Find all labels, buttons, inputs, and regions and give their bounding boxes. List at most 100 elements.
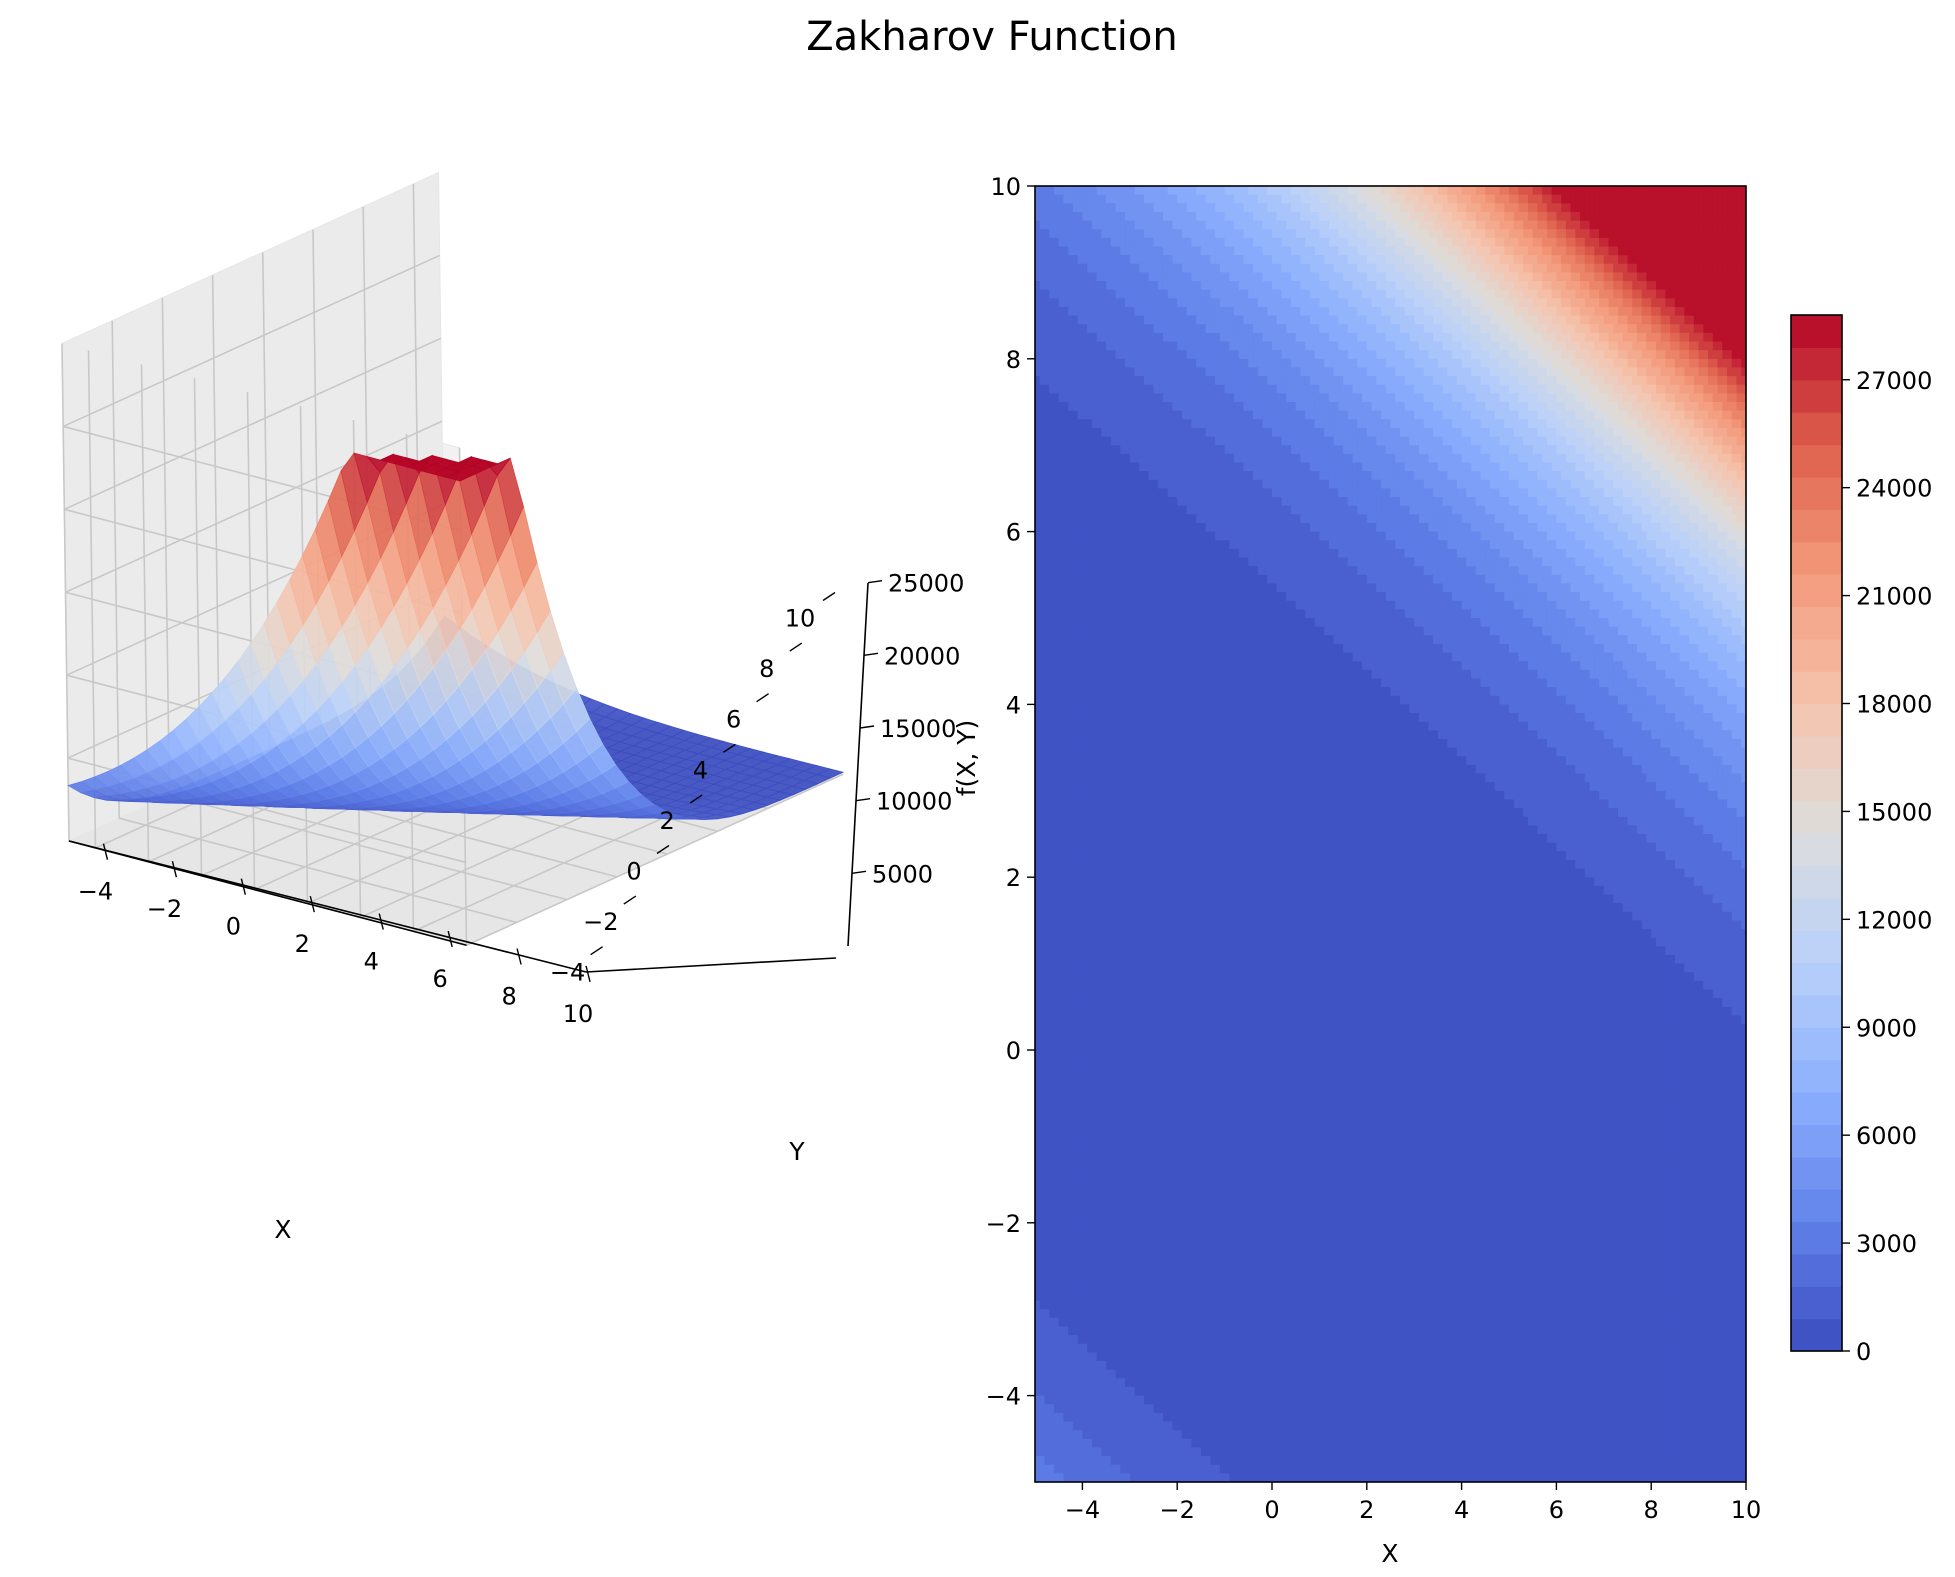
- contour-cell: [1154, 1318, 1159, 1327]
- contour-cell: [1139, 186, 1144, 195]
- contour-cell: [1135, 402, 1140, 411]
- contour-cell: [1073, 955, 1078, 964]
- contour-cell: [1078, 730, 1083, 739]
- contour-cell: [1149, 678, 1154, 687]
- contour-cell: [1135, 938, 1140, 947]
- contour-cell: [1054, 1059, 1059, 1068]
- contour-cell: [1111, 454, 1116, 463]
- contour-cell: [1154, 748, 1159, 757]
- contour-cell: [1106, 1188, 1111, 1197]
- contour-cell: [1120, 782, 1125, 791]
- contour-cell: [1054, 393, 1059, 402]
- contour-cell: [1040, 506, 1045, 515]
- contour-cell: [1035, 938, 1040, 947]
- y-tick-label: −4: [550, 959, 585, 987]
- contour-cell: [1101, 1059, 1106, 1068]
- contour-cell: [1158, 912, 1163, 921]
- contour-cell: [1125, 670, 1130, 679]
- contour-cell: [1044, 1275, 1049, 1284]
- contour-cell: [1154, 272, 1159, 281]
- contour-cell: [1149, 1275, 1154, 1284]
- contour-cell: [1139, 1249, 1144, 1258]
- contour-cell: [1149, 523, 1154, 532]
- contour-cell: [1082, 1067, 1087, 1076]
- contour-cell: [1035, 877, 1040, 886]
- contour-cell: [1040, 428, 1045, 437]
- contour-cell: [1054, 583, 1059, 592]
- contour-cell: [1111, 834, 1116, 843]
- contour-cell: [1116, 920, 1121, 929]
- contour-cell: [1158, 929, 1163, 938]
- contour-cell: [1154, 1033, 1159, 1042]
- contour-cell: [1068, 1128, 1073, 1137]
- contour-cell: [1063, 428, 1068, 437]
- contour-cell: [1078, 221, 1083, 230]
- contour-cell: [1092, 687, 1097, 696]
- contour-cell: [1044, 843, 1049, 852]
- contour-cell: [1125, 238, 1130, 247]
- contour-cell: [1078, 1171, 1083, 1180]
- contour-cell: [1035, 644, 1040, 653]
- contour-cell: [1073, 1422, 1078, 1431]
- contour-cell: [1116, 272, 1121, 281]
- contour-cell: [1130, 1430, 1135, 1439]
- contour-cell: [1135, 774, 1140, 783]
- contour-cell: [1144, 1456, 1149, 1465]
- contour-cell: [1059, 618, 1064, 627]
- contour-cell: [1059, 1214, 1064, 1223]
- contour-cell: [1158, 834, 1163, 843]
- contour-cell: [1149, 739, 1154, 748]
- contour-cell: [1111, 678, 1116, 687]
- contour-cell: [1135, 981, 1140, 990]
- contour-cell: [1082, 791, 1087, 800]
- contour-cell: [1040, 558, 1045, 567]
- contour-cell: [1149, 402, 1154, 411]
- contour-cell: [1130, 774, 1135, 783]
- contour-cell: [1154, 627, 1159, 636]
- contour-cell: [1054, 1465, 1059, 1474]
- contour-cell: [1111, 575, 1116, 584]
- contour-cell: [1111, 1378, 1116, 1387]
- contour-cell: [1154, 765, 1159, 774]
- contour-cell: [1125, 264, 1130, 273]
- contour-cell: [1082, 1214, 1087, 1223]
- contour-cell: [1154, 1404, 1159, 1413]
- contour-cell: [1078, 428, 1083, 437]
- contour-cell: [1097, 583, 1102, 592]
- contour-cell: [1087, 523, 1092, 532]
- contour-cell: [1144, 627, 1149, 636]
- contour-cell: [1101, 843, 1106, 852]
- contour-cell: [1068, 1015, 1073, 1024]
- contour-cell: [1120, 454, 1125, 463]
- contour-cell: [1106, 437, 1111, 446]
- contour-cell: [1154, 428, 1159, 437]
- contour-cell: [1106, 1085, 1111, 1094]
- contour-cell: [1063, 653, 1068, 662]
- contour-cell: [1139, 1041, 1144, 1050]
- contour-cell: [1035, 1439, 1040, 1448]
- contour-cell: [1078, 739, 1083, 748]
- contour-cell: [1135, 869, 1140, 878]
- contour-cell: [1139, 1059, 1144, 1068]
- contour-cell: [1139, 627, 1144, 636]
- contour-cell: [1049, 1093, 1054, 1102]
- contour-cell: [1073, 1361, 1078, 1370]
- contour-cell: [1087, 1301, 1092, 1310]
- contour-cell: [1078, 1257, 1083, 1266]
- contour-cell: [1078, 532, 1083, 541]
- contour-cell: [1082, 851, 1087, 860]
- contour-cell: [1068, 1024, 1073, 1033]
- contour-cell: [1120, 1465, 1125, 1474]
- contour-cell: [1106, 411, 1111, 420]
- contour-cell: [1130, 1093, 1135, 1102]
- contour-cell: [1040, 1249, 1045, 1258]
- contour-cell: [1082, 912, 1087, 921]
- contour-cell: [1158, 972, 1163, 981]
- contour-cell: [1040, 903, 1045, 912]
- contour-cell: [1130, 514, 1135, 523]
- contour-cell: [1035, 1465, 1040, 1474]
- contour-cell: [1125, 929, 1130, 938]
- contour-cell: [1101, 229, 1106, 238]
- contour-cell: [1054, 1197, 1059, 1206]
- contour-cell: [1082, 1171, 1087, 1180]
